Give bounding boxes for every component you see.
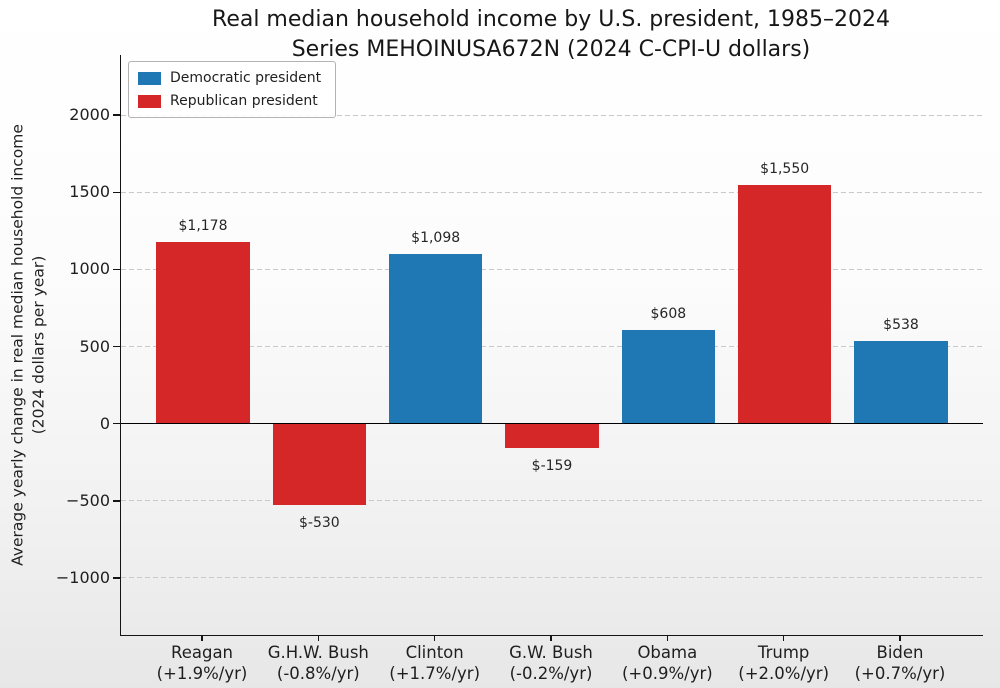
x-tick-mark bbox=[433, 635, 436, 641]
x-tick-label: Reagan (+1.9%/yr) bbox=[156, 643, 248, 683]
legend-swatch-republican-icon bbox=[138, 94, 161, 108]
x-tick-label: Clinton (+1.7%/yr) bbox=[389, 643, 481, 683]
bar-clinton bbox=[389, 254, 483, 424]
y-tick-mark bbox=[113, 500, 120, 502]
x-tick-mark bbox=[666, 635, 669, 641]
y-tick-label: 0 bbox=[99, 413, 110, 433]
plot-area: $1,178 $-530 $1,098 $-159 $608 $1,550 $538 bbox=[120, 55, 983, 636]
y-tick-label: 1000 bbox=[69, 259, 110, 279]
bar-g-h-w-bush bbox=[272, 423, 366, 506]
chart-subtitle: Series MEHOINUSA672N (2024 C-CPI-U dolla… bbox=[291, 36, 811, 62]
bar-biden bbox=[854, 340, 948, 424]
x-tick-label: G.H.W. Bush (-0.8%/yr) bbox=[267, 643, 369, 683]
y-tick-label: 1500 bbox=[69, 182, 110, 202]
bar-g-w-bush bbox=[505, 423, 599, 449]
bar-trump bbox=[738, 184, 832, 424]
gridline bbox=[121, 114, 983, 116]
gridline bbox=[121, 191, 983, 193]
x-tick-mark bbox=[550, 635, 552, 641]
x-tick-mark bbox=[899, 635, 901, 641]
x-tick-label: Biden (+0.7%/yr) bbox=[854, 643, 946, 683]
y-tick-label: −500 bbox=[66, 490, 110, 510]
x-tick-mark bbox=[782, 635, 785, 641]
y-tick-mark bbox=[113, 345, 120, 348]
x-tick-mark bbox=[317, 635, 320, 641]
gridline bbox=[121, 268, 983, 270]
y-tick-label: 2000 bbox=[69, 105, 110, 125]
y-tick-mark bbox=[113, 422, 120, 425]
legend-label-democratic: Democratic president bbox=[170, 70, 322, 86]
bar-value-label: $-530 bbox=[298, 515, 340, 532]
gridline bbox=[121, 577, 983, 579]
y-tick-mark bbox=[113, 577, 120, 579]
bar-value-label: $608 bbox=[650, 305, 687, 322]
y-tick-label: 500 bbox=[79, 336, 110, 356]
bar-reagan bbox=[156, 241, 250, 424]
x-tick-label: Obama (+0.9%/yr) bbox=[621, 643, 713, 683]
legend: Democratic president Republican presiden… bbox=[128, 61, 337, 118]
legend-label-republican: Republican president bbox=[170, 93, 318, 109]
y-tick-mark bbox=[113, 114, 120, 116]
bar-value-label: $1,550 bbox=[760, 160, 810, 177]
zero-line bbox=[121, 422, 983, 425]
gridline bbox=[121, 500, 983, 502]
chart-title: Real median household income by U.S. pre… bbox=[212, 7, 890, 32]
bar-value-label: $1,098 bbox=[411, 230, 461, 247]
bar-value-label: $-159 bbox=[531, 458, 573, 475]
gridline bbox=[121, 346, 983, 348]
x-tick-label: Trump (+2.0%/yr) bbox=[738, 643, 830, 683]
y-tick-mark bbox=[113, 191, 120, 194]
y-tick-mark bbox=[113, 268, 120, 271]
legend-swatch-democratic-icon bbox=[138, 71, 161, 85]
bar-value-label: $538 bbox=[883, 316, 919, 333]
legend-item-republican: Republican president bbox=[138, 93, 321, 109]
legend-item-democratic: Democratic president bbox=[138, 70, 321, 86]
bar-obama bbox=[621, 329, 715, 424]
x-tick-mark bbox=[201, 635, 203, 641]
bar-value-label: $1,178 bbox=[178, 217, 228, 234]
y-tick-label: −1000 bbox=[55, 567, 110, 587]
chart-titles: Real median household income by U.S. pre… bbox=[120, 5, 982, 64]
x-tick-label: G.W. Bush (-0.2%/yr) bbox=[509, 643, 593, 683]
